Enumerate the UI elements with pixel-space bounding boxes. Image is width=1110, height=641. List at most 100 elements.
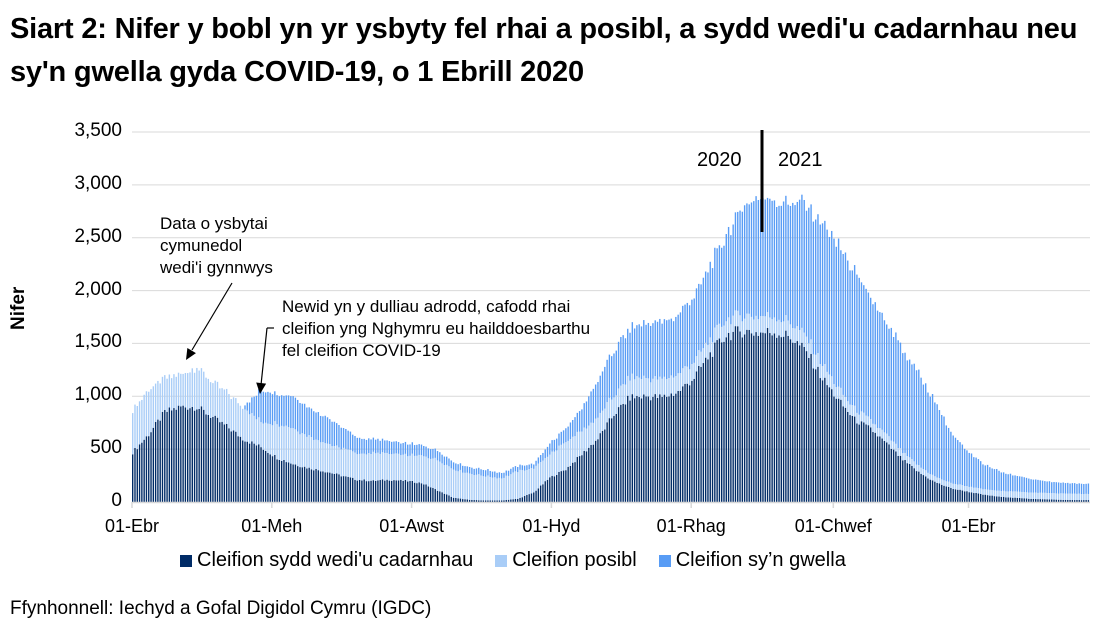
bar-segment <box>695 288 698 357</box>
bar-segment <box>899 448 902 456</box>
bar-segment <box>759 199 762 317</box>
bar-segment <box>498 472 501 478</box>
bar-segment <box>496 478 498 501</box>
bar-segment <box>191 368 193 407</box>
bar-segment <box>1014 491 1016 498</box>
bar-segment <box>439 461 441 492</box>
bar-segment <box>425 484 427 502</box>
bar-segment <box>924 470 927 477</box>
bar-segment <box>203 371 205 410</box>
bar-segment <box>1005 497 1007 502</box>
bar-segment <box>945 425 947 482</box>
bar-segment <box>1025 477 1028 493</box>
bar-segment <box>892 441 895 450</box>
bar-segment <box>528 464 530 470</box>
bar-segment <box>445 464 448 495</box>
bar-segment <box>938 483 941 502</box>
bar-segment <box>347 430 349 450</box>
bar-segment <box>1087 483 1090 494</box>
bar-segment <box>198 370 200 409</box>
bar-segment <box>945 486 947 502</box>
bar-segment <box>977 493 980 502</box>
bar-segment <box>420 483 423 502</box>
bar-segment <box>216 417 219 502</box>
bar-segment <box>814 219 817 355</box>
bar-segment <box>494 500 496 502</box>
bar-segment <box>1069 499 1071 502</box>
bar-segment <box>824 377 826 502</box>
bar-segment <box>189 408 191 502</box>
bar-segment <box>1057 493 1060 500</box>
bar-segment <box>569 465 572 502</box>
bar-segment <box>315 468 317 502</box>
bar-segment <box>698 350 700 366</box>
bar-segment <box>457 498 459 502</box>
bar-segment <box>755 315 757 333</box>
bar-segment <box>276 395 278 425</box>
y-tick-label: 500 <box>90 437 122 459</box>
bar-segment <box>869 419 872 428</box>
bar-segment <box>902 453 904 461</box>
bar-segment <box>370 480 372 502</box>
bar-segment <box>530 493 533 502</box>
bar-segment <box>959 484 961 490</box>
bar-segment <box>821 223 824 367</box>
bar-segment <box>819 364 821 379</box>
bar-segment <box>908 359 911 458</box>
bar-segment <box>986 495 989 502</box>
bar-segment <box>688 305 691 370</box>
bar-segment <box>973 457 975 488</box>
bar-segment <box>390 454 393 481</box>
bar-segment <box>851 415 854 502</box>
bar-segment <box>191 406 193 502</box>
bar-segment <box>826 371 828 386</box>
bar-segment <box>684 366 686 384</box>
bar-segment <box>963 448 966 487</box>
bar-segment <box>633 379 636 399</box>
bar-segment <box>810 339 812 354</box>
bar-segment <box>1016 475 1019 492</box>
bar-segment <box>1053 493 1055 500</box>
bar-segment <box>684 304 686 367</box>
bar-segment <box>1087 500 1090 502</box>
bar-segment <box>714 247 716 328</box>
bar-segment <box>599 375 601 413</box>
bar-segment <box>920 377 922 468</box>
bar-segment <box>604 429 606 502</box>
bar-segment <box>592 444 595 502</box>
bar-segment <box>604 366 606 409</box>
bar-segment <box>533 468 535 493</box>
bar-segment <box>583 450 585 502</box>
bar-segment <box>883 441 886 502</box>
bar-segment <box>267 391 269 424</box>
bar-segment <box>315 439 317 469</box>
bar-segment <box>670 375 672 394</box>
bar-segment <box>670 318 672 376</box>
bar-segment <box>608 418 611 502</box>
bar-segment <box>785 315 787 331</box>
bar-segment <box>943 416 945 481</box>
bar-segment <box>741 211 744 322</box>
bar-segment <box>963 491 966 502</box>
bar-segment <box>1009 473 1012 492</box>
bar-segment <box>170 378 173 411</box>
bar-segment <box>278 396 281 427</box>
bar-segment <box>750 202 753 317</box>
bar-segment <box>393 480 395 502</box>
bar-segment <box>489 500 491 502</box>
bar-segment <box>831 376 833 390</box>
bar-segment <box>148 391 150 437</box>
bar-segment <box>397 442 400 454</box>
bar-segment <box>711 342 714 357</box>
bar-segment <box>340 476 342 502</box>
bar-segment <box>542 460 544 485</box>
bar-segment <box>1053 482 1055 494</box>
bar-segment <box>613 353 615 398</box>
bar-segment <box>365 454 368 482</box>
bar-segment <box>608 354 611 398</box>
bar-segment <box>748 313 750 330</box>
bar-segment <box>136 449 138 502</box>
bar-segment <box>251 397 253 414</box>
bar-segment <box>977 459 980 489</box>
bar-segment <box>691 364 693 381</box>
